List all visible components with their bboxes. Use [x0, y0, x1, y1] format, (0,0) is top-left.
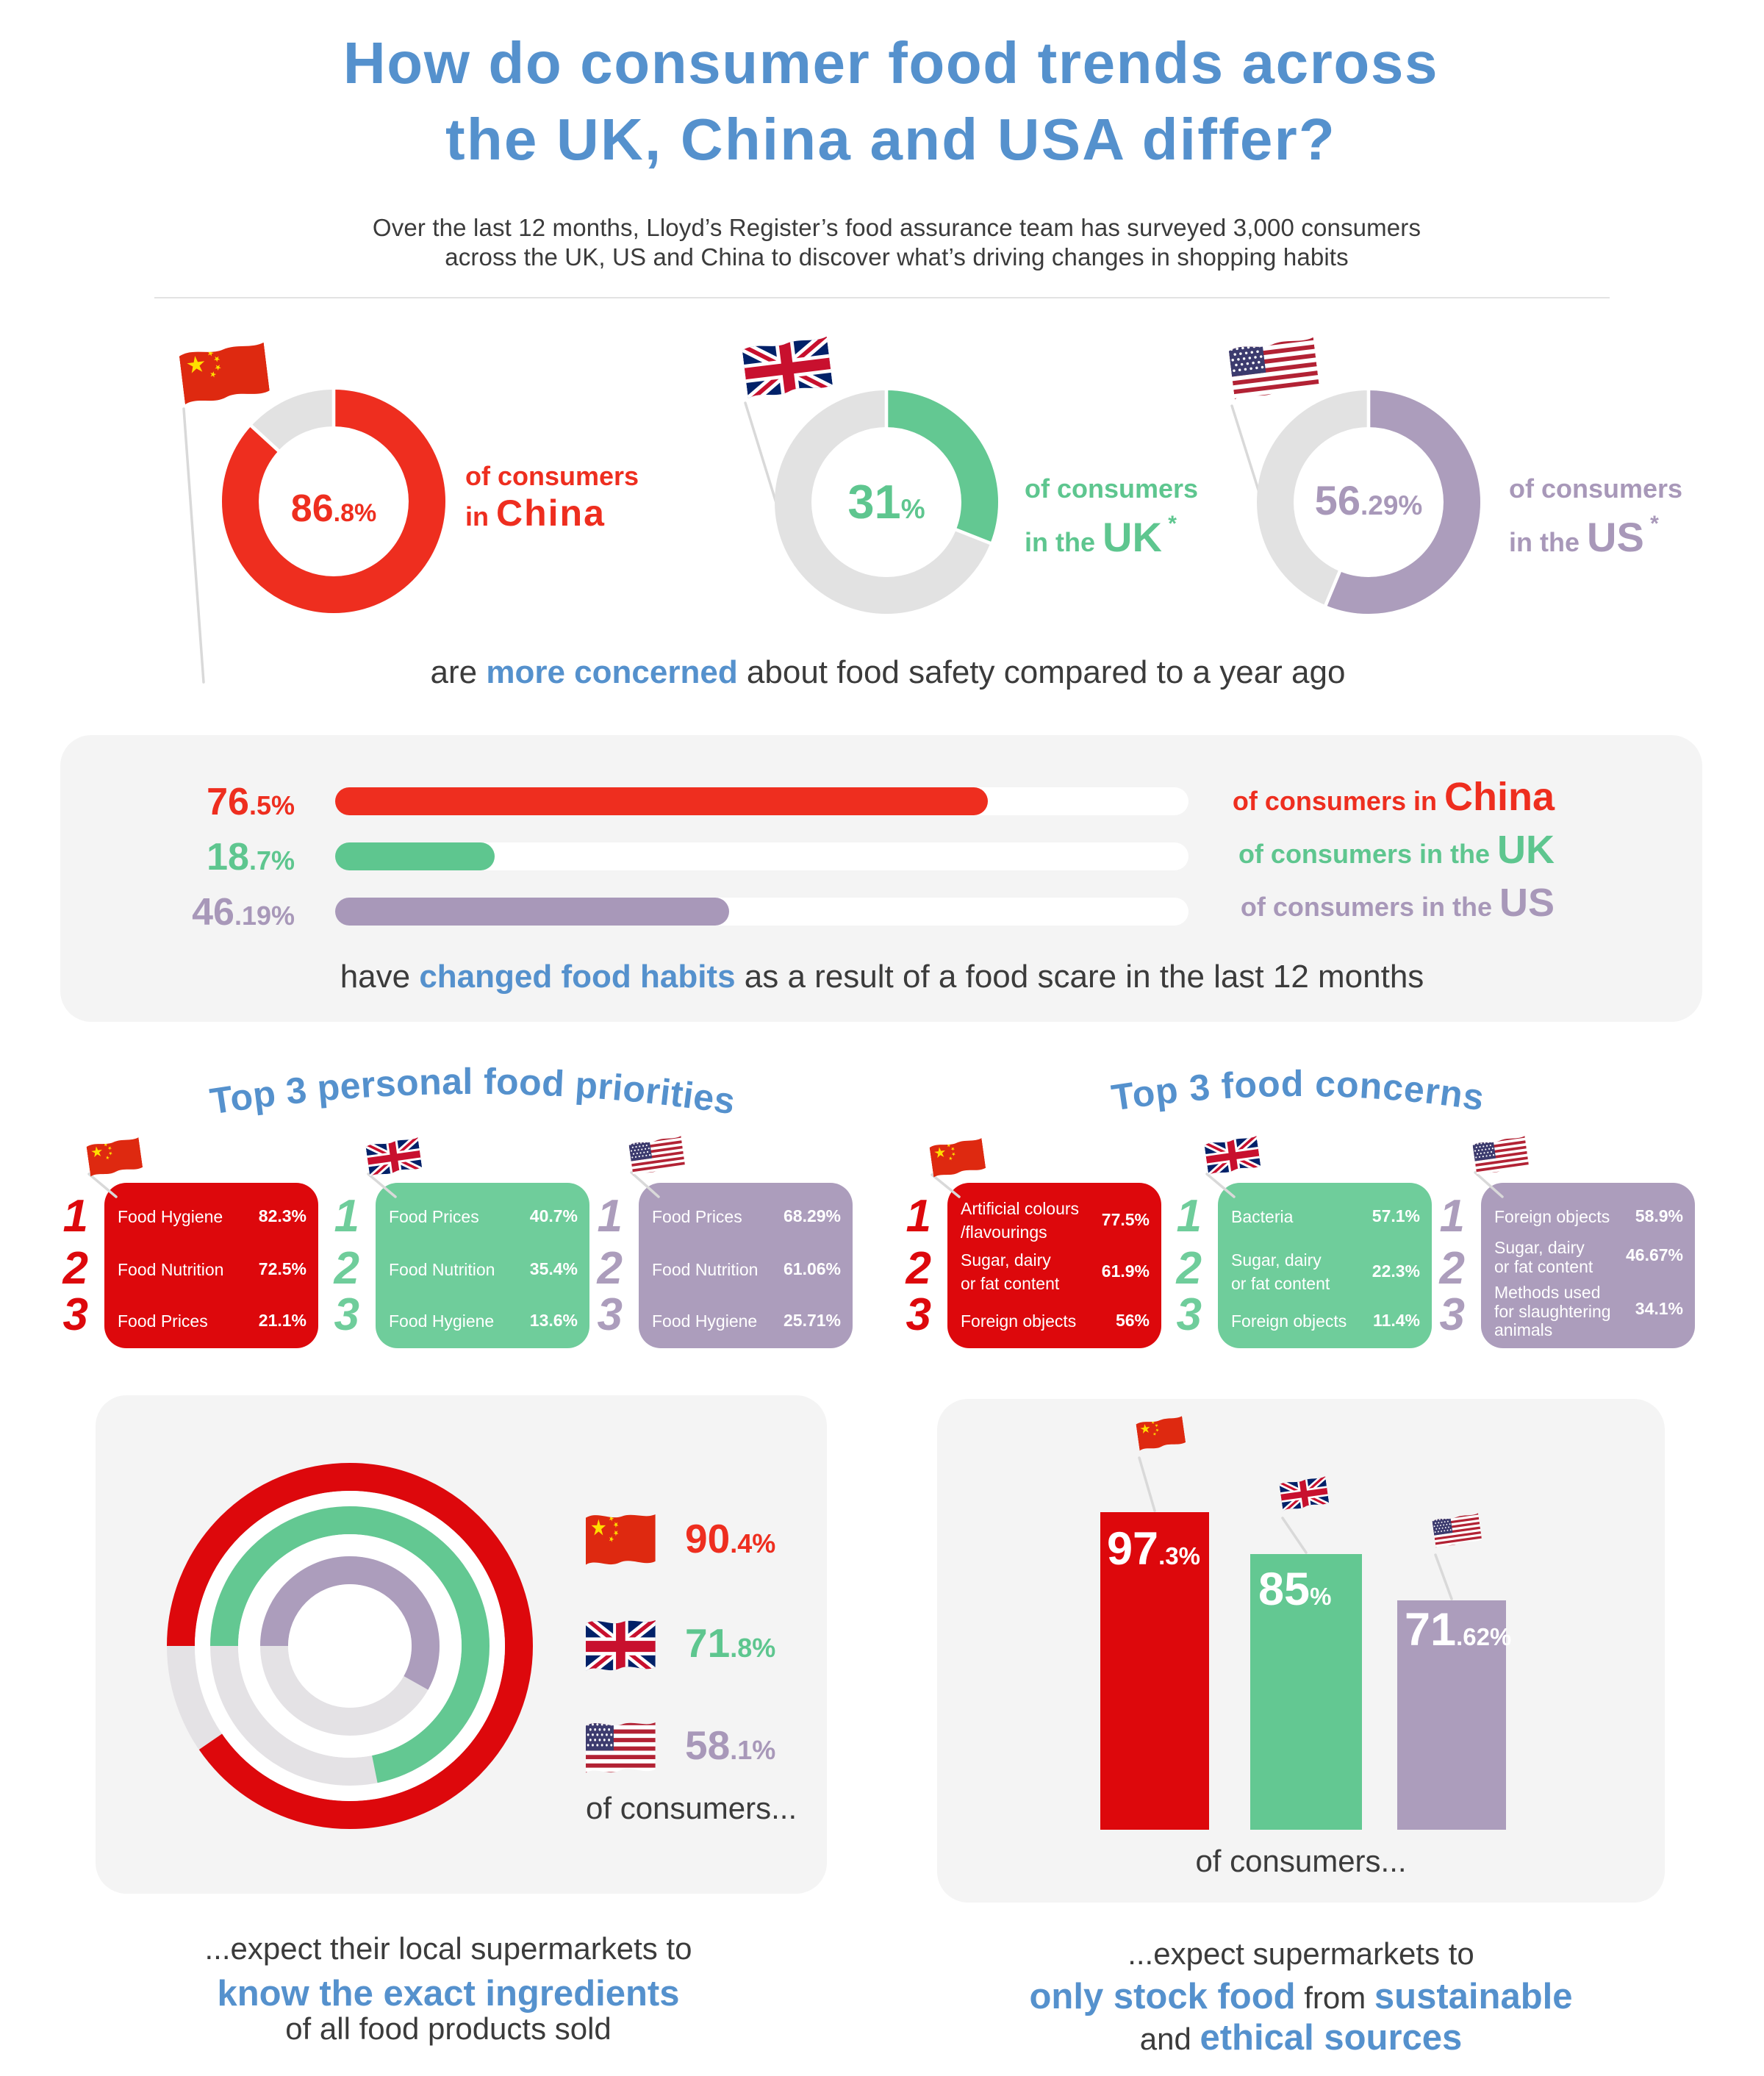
svg-text:Top 3 food concerns: Top 3 food concerns — [1109, 1063, 1488, 1119]
svg-text:Top 3 personal food priorities: Top 3 personal food priorities — [207, 1061, 738, 1123]
